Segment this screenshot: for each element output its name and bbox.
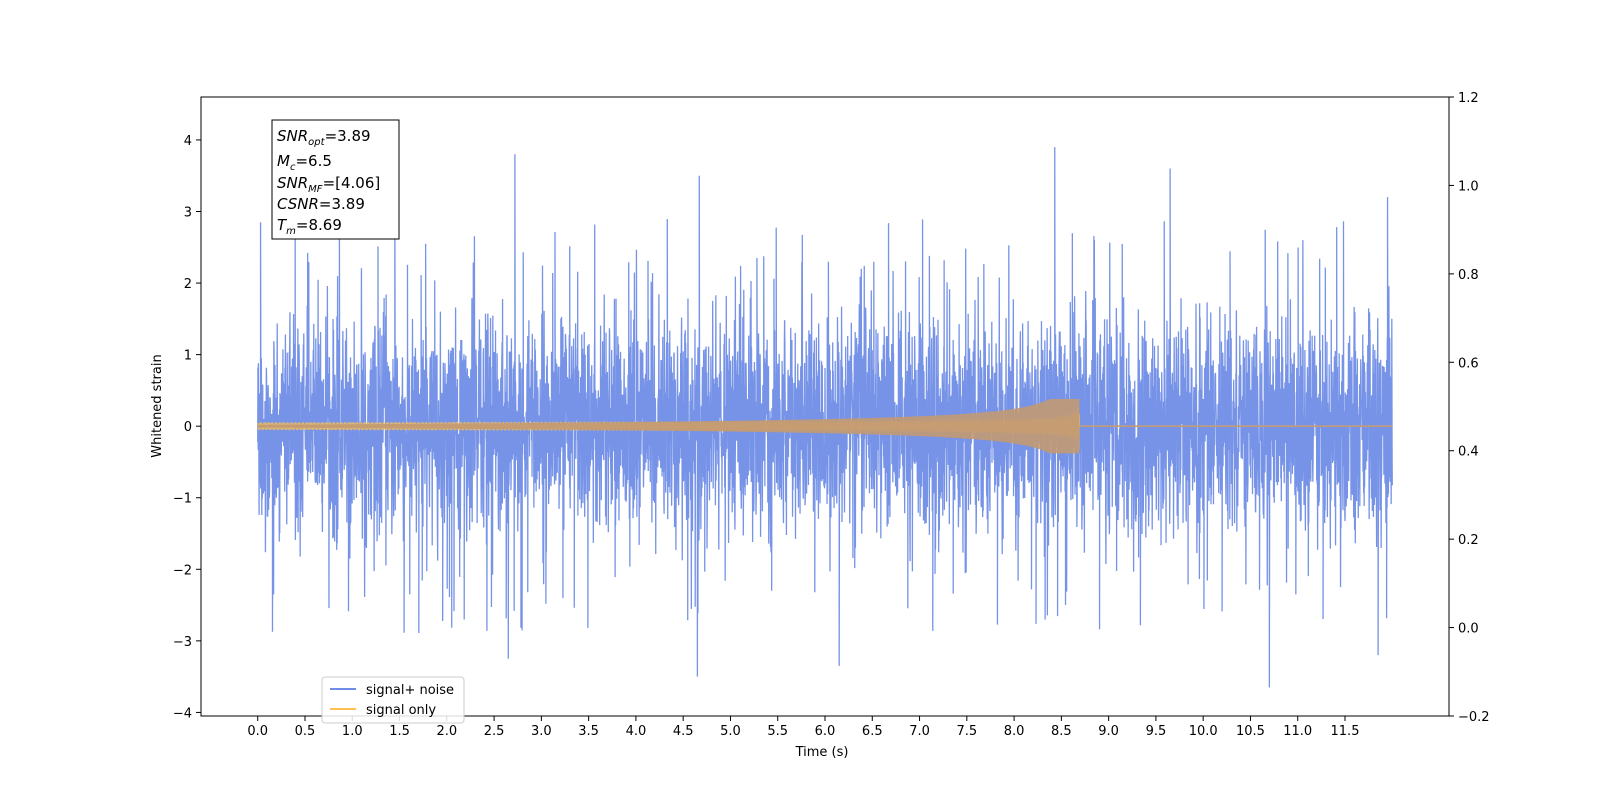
legend-label-signal-noise: signal+ noise [366,683,454,698]
y-tick-label: −4 [173,706,192,721]
x-tick-label: 9.5 [1146,724,1167,739]
x-tick-label: 5.5 [767,724,788,739]
annotation-tm: Tm=8.69 [277,216,342,237]
x-tick-label: 11.0 [1283,724,1312,739]
legend-label-signal-only: signal only [366,703,436,718]
x-axis-label: Time (s) [795,745,849,760]
annotation-box: SNRopt=3.89 Mc=6.5 SNRMF=[4.06] CSNR=3.8… [271,119,400,240]
x-tick-label: 2.0 [436,724,457,739]
x-tick-label: 10.0 [1189,724,1218,739]
x-tick-label: 11.5 [1331,724,1360,739]
x-tick-label: 4.5 [673,724,694,739]
y-right-tick-label: 1.0 [1458,179,1479,194]
x-tick-label: 8.5 [1051,724,1072,739]
y-right-tick-label: 1.2 [1458,91,1479,106]
x-tick-label: 0.5 [295,724,316,739]
y-tick-label: −2 [173,563,192,578]
x-tick-label: 1.0 [342,724,363,739]
y-tick-label: 4 [184,134,192,149]
series-signal-only [257,398,1393,454]
annotation-csnr: CSNR=3.89 [277,195,365,213]
legend-frame [321,676,465,724]
x-tick-label: 2.5 [484,724,505,739]
annotation-mc: Mc=6.5 [277,152,332,173]
x-tick-label: 10.5 [1236,724,1265,739]
x-tick-label: 3.0 [531,724,552,739]
y-tick-label: 3 [184,205,192,220]
y-right-tick-label: 0.8 [1458,268,1479,283]
x-tick-label: 0.0 [247,724,268,739]
y-tick-label: −1 [173,492,192,507]
y-right-tick-label: −0.2 [1458,710,1490,725]
x-tick-label: 7.5 [956,724,977,739]
y-tick-label: 2 [184,277,192,292]
x-tick-label: 3.5 [578,724,599,739]
y-tick-label: 0 [184,420,192,435]
legend: signal+ noise signal only [321,676,465,724]
x-tick-label: 9.0 [1098,724,1119,739]
x-axis: 0.0 0.5 1.0 1.5 2.0 2.5 3.0 3.5 4.0 4.5 5.0 5.5 6.0 6… [247,716,1359,739]
y-axis-left: −4 −3 −2 −1 0 1 2 3 4 [173,134,201,721]
y-tick-label: 1 [184,349,192,364]
annotation-snr-mf: SNRMF=[4.06] [277,174,380,195]
y-axis-right: −0.2 0.0 0.2 0.4 0.6 0.8 1.0 1.2 [1449,91,1490,725]
x-tick-label: 4.0 [626,724,647,739]
x-tick-label: 5.0 [720,724,741,739]
y-right-tick-label: 0.4 [1458,445,1479,460]
annotation-snr-opt: SNRopt=3.89 [277,127,371,148]
y-right-tick-label: 0.6 [1458,356,1479,371]
x-tick-label: 8.0 [1004,724,1025,739]
x-tick-label: 1.5 [389,724,410,739]
x-tick-label: 6.5 [862,724,883,739]
y-tick-label: −3 [173,635,192,650]
y-right-tick-label: 0.0 [1458,622,1479,637]
x-tick-label: 7.0 [909,724,930,739]
x-tick-label: 6.0 [815,724,836,739]
y-axis-label: Whitened strain [150,354,165,457]
signal-only-envelope [257,398,1080,454]
y-right-tick-label: 0.2 [1458,533,1479,548]
